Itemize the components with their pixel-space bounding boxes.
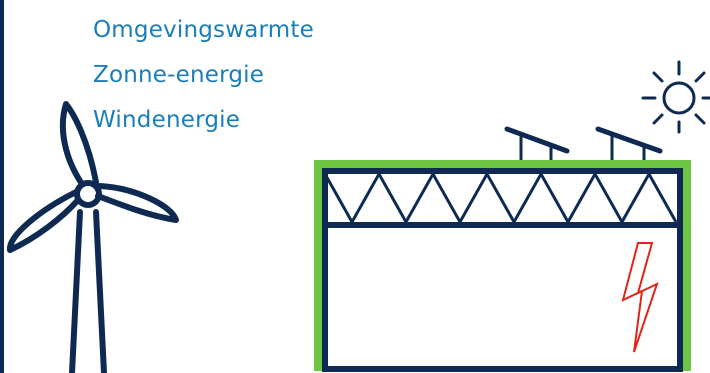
turbine-tower: [69, 209, 107, 373]
energy-source-list: Omgevingswarmte Zonne-energie Windenergi…: [93, 8, 314, 143]
roof-truss: [323, 170, 678, 226]
turbine-blade-left: [7, 189, 81, 253]
building-icon: [314, 160, 691, 372]
turbine-hub: [74, 180, 102, 208]
building-frame: [322, 168, 683, 372]
left-edge-bar: [0, 0, 4, 373]
sun-icon: [641, 60, 710, 134]
building-inner: [322, 168, 683, 371]
turbine-blade-right: [95, 183, 179, 223]
lightning-bolt-icon: [621, 242, 659, 353]
wind-turbine-icon: [7, 101, 179, 373]
label-wind-energy: Windenergie: [93, 107, 241, 133]
solar-panel-left: [504, 126, 570, 154]
solar-panel-right: [595, 126, 663, 154]
label-ambient-heat: Omgevingswarmte: [93, 17, 314, 43]
solar-panel-icon: [504, 126, 663, 162]
label-solar-energy: Zonne-energie: [93, 62, 265, 88]
turbine-blade-up: [59, 101, 99, 187]
